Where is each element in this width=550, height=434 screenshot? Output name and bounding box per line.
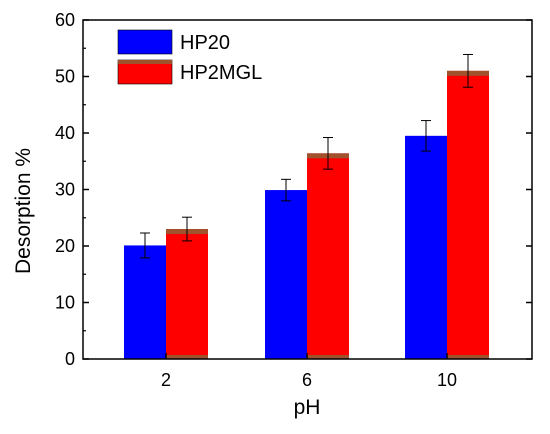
x-tick-label-2: 2: [161, 370, 171, 390]
bar-hp2mgl-ph-6: [307, 153, 349, 359]
y-tick-label-10: 10: [55, 293, 75, 313]
legend-swatch-hp20: [117, 29, 173, 55]
legend: HP20 HP2MGL: [117, 29, 262, 85]
bar-hp2mgl-ph-2: [166, 229, 208, 359]
bar-hp20-ph-2: [124, 245, 166, 359]
bar-base-hp2mgl-ph-6: [307, 355, 349, 359]
y-tick-label-20: 20: [55, 236, 75, 256]
y-tick-label-50: 50: [55, 67, 75, 87]
bar-base-hp2mgl-ph-2: [166, 355, 208, 359]
bar-hp20-ph-10: [405, 135, 447, 359]
y-tick-label-0: 0: [65, 349, 75, 369]
plot-layer: [124, 53, 489, 359]
x-axis-label: pH: [294, 396, 321, 419]
x-tick-label-6: 6: [302, 370, 312, 390]
legend-label-hp20: HP20: [180, 32, 230, 54]
y-axis-label: Desorption %: [12, 148, 35, 274]
bar-base-hp2mgl-ph-10: [447, 355, 489, 359]
legend-label-hp2mgl: HP2MGL: [180, 62, 262, 84]
y-tick-label-30: 30: [55, 180, 75, 200]
legend-swatch-cap-hp2mgl: [118, 60, 172, 64]
y-tick-label-40: 40: [55, 123, 75, 143]
axis-layer: 0 10 20 30 40 50 60 2 6 10: [55, 10, 533, 390]
bar-hp2mgl-ph-10: [447, 70, 489, 359]
bar-hp20-ph-6: [265, 190, 307, 359]
x-tick-label-10: 10: [437, 370, 457, 390]
y-tick-label-60: 60: [55, 10, 75, 30]
